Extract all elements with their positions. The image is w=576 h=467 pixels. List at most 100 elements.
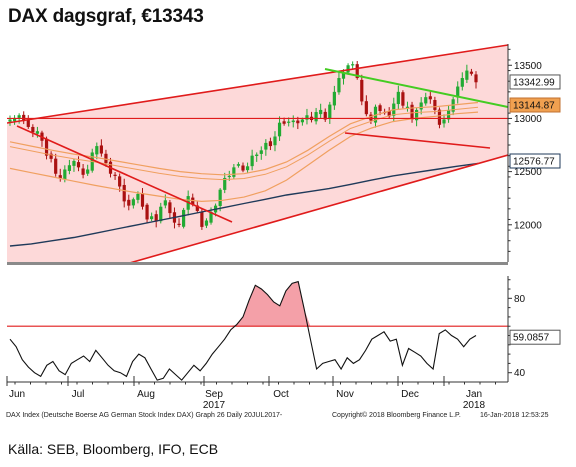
candle-body	[63, 169, 67, 180]
candle-body	[232, 167, 236, 177]
candle-body	[369, 114, 373, 121]
candle-body	[469, 71, 474, 74]
candle-body	[405, 106, 410, 108]
candle-body	[150, 216, 154, 220]
candle-body	[72, 160, 76, 166]
candle-body	[218, 189, 222, 207]
candle-body	[273, 136, 277, 146]
candle-body	[433, 100, 437, 110]
candle-body	[410, 104, 414, 120]
price-label-box	[509, 153, 561, 169]
upper-channel-line	[7, 44, 508, 124]
candle-body	[291, 120, 295, 123]
rsi-line	[9, 280, 477, 381]
candle-body	[127, 199, 131, 206]
candle-body	[419, 102, 423, 110]
candle-body	[287, 121, 291, 123]
candle-body	[49, 153, 53, 159]
footer-timestamp: 16-Jan-2018 12:53:25	[480, 412, 549, 419]
ma-long-line	[9, 162, 479, 247]
rsi-y-tick-label: 80	[514, 294, 526, 305]
candle-body	[415, 109, 419, 121]
candle-body	[378, 105, 382, 111]
candle-body	[159, 206, 163, 222]
lower-channel-line	[130, 154, 508, 262]
candle-body	[282, 121, 286, 124]
candle-body	[250, 155, 254, 167]
candle-body	[351, 64, 355, 66]
chart-title: DAX dagsgraf, €13343	[8, 6, 204, 27]
candle-body	[136, 193, 140, 200]
candle-body	[76, 162, 81, 168]
candle-body	[245, 166, 250, 171]
candle-body	[337, 78, 341, 93]
source-note: Källa: SEB, Bloomberg, IFO, ECB	[8, 441, 219, 457]
candle-body	[259, 150, 263, 154]
red-support-line	[344, 132, 491, 149]
candle-body	[428, 96, 432, 100]
candle-body	[241, 165, 245, 171]
rsi-overbought-fill	[10, 281, 476, 327]
price-label-text: 13342.99	[513, 77, 555, 88]
x-tick-label: Jul	[72, 389, 85, 400]
ma-fast-line	[9, 101, 479, 176]
candle-body	[200, 211, 204, 227]
candle-body	[113, 174, 117, 176]
rsi-y-tick-label: 40	[514, 368, 526, 379]
candle-body	[300, 119, 304, 123]
candle-body	[104, 153, 108, 164]
candle-body	[456, 86, 460, 98]
footer-left: DAX Index (Deutsche Boerse AG German Sto…	[6, 412, 283, 419]
price-y-tick-label: 12000	[514, 220, 542, 231]
candle-body	[17, 115, 21, 118]
green-resistance-line	[324, 68, 508, 108]
x-tick-label: Dec	[401, 389, 419, 400]
candle-body	[209, 212, 213, 223]
candle-body	[465, 70, 469, 80]
price-label-text: 13144.87	[513, 101, 555, 112]
candle-body	[154, 214, 158, 222]
rsi-panel	[7, 280, 508, 381]
price-y-tick-label: 13000	[514, 114, 542, 125]
candle-body	[305, 115, 309, 120]
candle-body	[277, 122, 282, 137]
price-label-text: 12576.77	[513, 157, 555, 168]
candle-body	[460, 78, 464, 87]
candle-body	[227, 175, 231, 178]
price-panel	[7, 44, 508, 262]
price-label-box	[509, 97, 561, 113]
candle-body	[35, 131, 40, 134]
candle-body	[118, 176, 122, 187]
x-tick-label: Oct	[273, 389, 289, 400]
candle-body	[328, 104, 332, 119]
candle-body	[67, 165, 71, 171]
candle-body	[346, 65, 350, 73]
candle-body	[387, 111, 391, 117]
candle-body	[341, 72, 346, 79]
candle-body	[474, 74, 478, 83]
candle-body	[31, 126, 35, 133]
candle-body	[223, 177, 227, 190]
trend-channel-fill	[7, 45, 508, 262]
candle-body	[236, 164, 241, 166]
descending-trend-line	[16, 125, 233, 223]
rsi-label-text: 59.0857	[513, 333, 550, 344]
candle-body	[401, 92, 405, 106]
candle-body	[424, 97, 428, 104]
x-tick-label: Sep	[205, 389, 223, 400]
candle-body	[323, 111, 327, 120]
candle-body	[122, 184, 126, 202]
candle-body	[296, 120, 300, 124]
candle-body	[145, 204, 149, 220]
x-tick-label: Aug	[137, 389, 155, 400]
candle-body	[163, 200, 167, 206]
ma-slow-line	[9, 111, 479, 203]
candle-body	[12, 117, 17, 122]
candle-body	[86, 169, 90, 174]
candle-body	[204, 220, 209, 226]
candle-body	[396, 91, 400, 105]
candle-body	[177, 223, 181, 226]
candle-body	[255, 154, 259, 156]
candle-body	[168, 202, 172, 214]
